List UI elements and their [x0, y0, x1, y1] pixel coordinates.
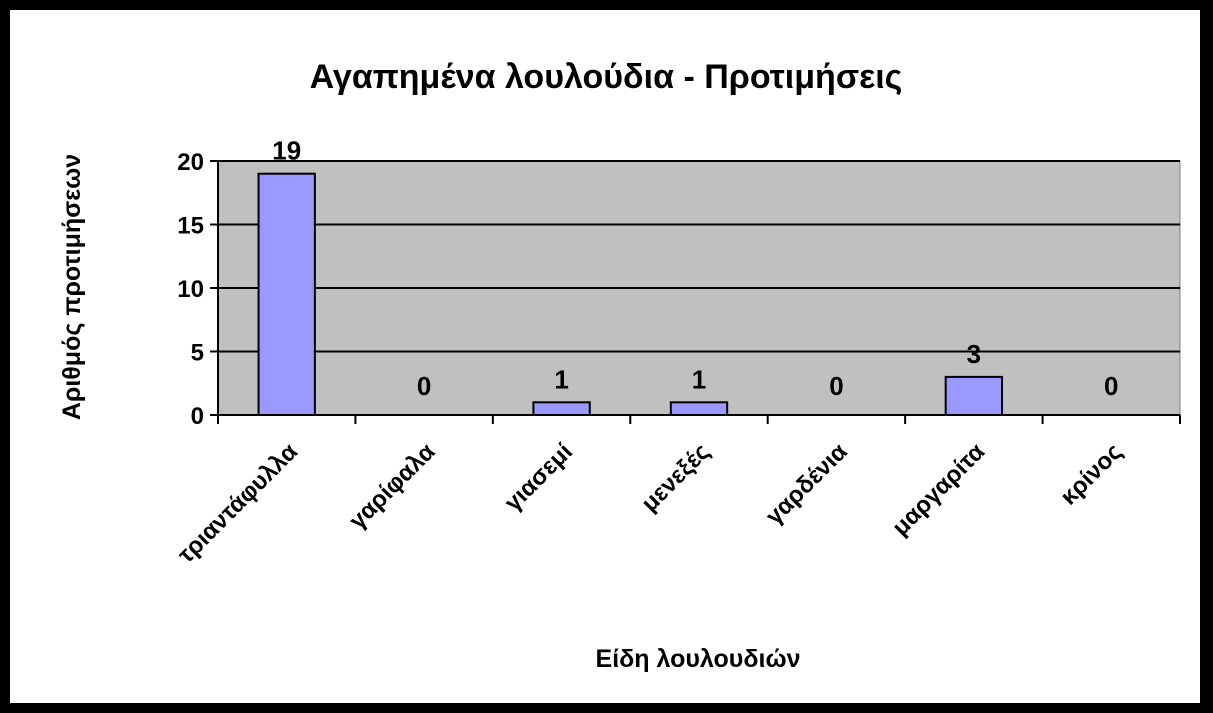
- axes: [210, 160, 1181, 424]
- y-tick-label: 10: [177, 276, 204, 303]
- bar-4: [669, 401, 729, 416]
- x-tick-label: γαρίφαλα: [344, 438, 441, 535]
- data-label: 19: [272, 136, 301, 166]
- x-tick-label: γιασεμί: [499, 438, 577, 516]
- x-tick-label: κρίνος: [1055, 438, 1127, 510]
- y-axis-title: Αριθμός προτιμήσεων: [58, 154, 86, 420]
- y-tick-label: 0: [191, 403, 204, 430]
- bars: [257, 172, 1004, 416]
- y-tick-label: 20: [177, 149, 204, 176]
- bar-6: [944, 375, 1004, 416]
- data-label: 3: [967, 339, 981, 369]
- chart-title: Αγαπημένα λουλούδια - Προτιμήσεις: [310, 58, 903, 96]
- y-tick-label: 15: [177, 213, 204, 240]
- gridlines: [218, 160, 1180, 353]
- x-tick-labels: τριαντάφυλλα γαρίφαλα γιασεμί μενεξές γαρδέν…: [173, 438, 1128, 569]
- data-label: 0: [829, 371, 843, 401]
- data-labels: 19 0 1 1 0 3 0: [272, 136, 1118, 401]
- bar-3: [532, 401, 591, 416]
- x-tick-label: μενεξές: [636, 438, 715, 517]
- x-tick-label: γαρδένια: [761, 438, 853, 530]
- data-label: 0: [1104, 371, 1118, 401]
- bar-1: [257, 172, 316, 416]
- data-label: 0: [417, 371, 431, 401]
- y-tick-label: 5: [191, 340, 204, 367]
- data-label: 1: [692, 364, 706, 394]
- data-label: 1: [554, 364, 568, 394]
- x-tick-label: τριαντάφυλλα: [173, 438, 304, 569]
- x-tick-label: μαργαρίτα: [887, 438, 990, 541]
- x-axis-title: Είδη λουλουδιών: [596, 645, 801, 673]
- y-tick-labels: 0 5 10 15 20: [177, 149, 204, 430]
